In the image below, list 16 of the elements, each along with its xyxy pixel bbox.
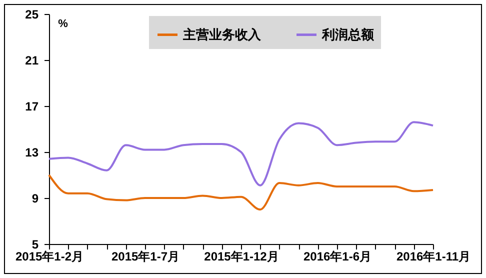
- annotation: %: [58, 18, 68, 30]
- y-tick-label: 9: [32, 192, 39, 206]
- y-tick-label: 25: [25, 8, 39, 22]
- y-tick-label: 13: [25, 146, 39, 160]
- line-series: [48, 121, 434, 186]
- legend-label: 利润总额: [321, 26, 375, 42]
- y-tick-label: 17: [25, 100, 39, 114]
- x-tick-label: 2016年1-6月: [303, 250, 372, 264]
- x-tick-label: 2015年1-7月: [111, 250, 180, 264]
- legend-label: 主营业务收入: [182, 26, 262, 42]
- line-series: [48, 174, 434, 210]
- y-tick-label: 5: [32, 238, 39, 252]
- x-tick-label: 2016年1-11月: [396, 250, 471, 264]
- x-tick-label: 2015年1-12月: [204, 250, 279, 264]
- y-tick-label: 21: [25, 54, 39, 68]
- x-tick-label: 2015年1-2月: [15, 250, 84, 264]
